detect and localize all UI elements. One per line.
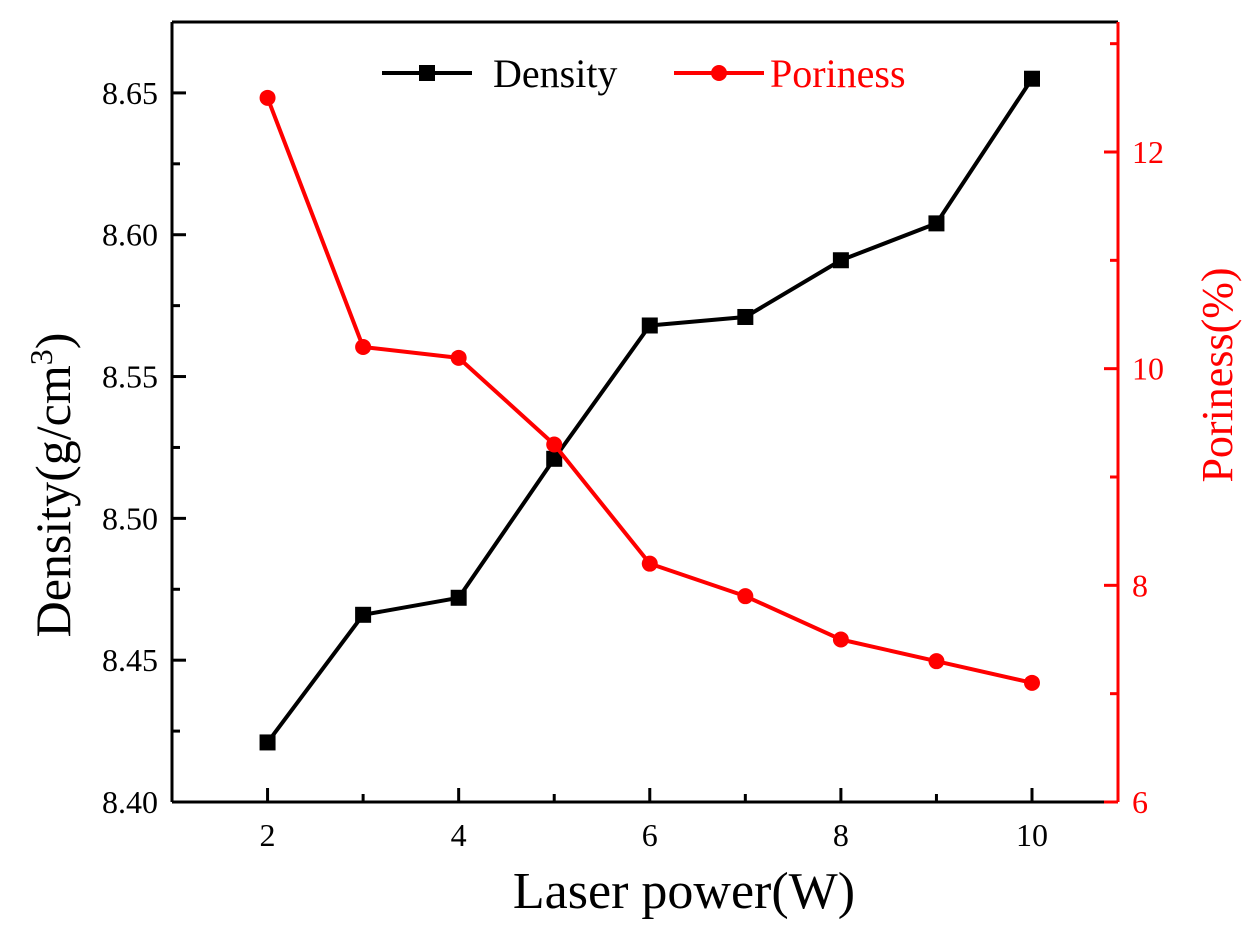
density-point (1024, 70, 1040, 87)
right-y-tick-label: 8 (1132, 567, 1148, 603)
density-point (928, 215, 945, 232)
poriness-point (1024, 674, 1040, 691)
poriness-point (546, 436, 563, 453)
left-y-tick-label: 8.60 (102, 217, 158, 253)
poriness-point (928, 653, 945, 670)
right-y-tick-label: 10 (1132, 351, 1164, 387)
density-point (832, 252, 849, 269)
left-y-axis-title-sup: 3 (23, 349, 59, 365)
density-series-line (265, 77, 1034, 744)
poriness-point (355, 339, 372, 355)
x-tick-label: 6 (642, 817, 658, 853)
poriness-point (641, 555, 658, 572)
left-y-tick-label: 8.45 (102, 642, 158, 678)
left-y-tick-label: 8.40 (102, 784, 158, 820)
density-point (546, 450, 563, 467)
legend-density-marker (419, 65, 435, 81)
ticks: 2 4 6 8 10 8.40 8.45 8.50 8.55 8.60 8.65 6 8 10 12 (102, 20, 1164, 853)
x-tick-label: 10 (1016, 817, 1048, 853)
left-y-tick-label: 8.50 (102, 500, 158, 536)
legend-poriness-label: Poriness (770, 51, 906, 96)
density-point (641, 317, 658, 334)
x-tick-label: 4 (451, 817, 467, 853)
right-y-axis-title: Poriness(%) (1193, 267, 1242, 482)
left-y-axis-title-main: Density(g/cm (25, 365, 81, 637)
legend-density-label: Density (493, 51, 617, 96)
poriness-point (832, 631, 849, 648)
axes (170, 20, 1120, 804)
legend-poriness-marker (711, 65, 727, 81)
x-axis-title: Laser power(W) (513, 863, 855, 920)
legend: Density Poriness (382, 51, 906, 96)
density-point (450, 589, 467, 606)
left-y-axis-title: Density(g/cm3) (23, 333, 81, 638)
left-y-axis-title-close: ) (25, 333, 81, 350)
poriness-point (259, 89, 276, 106)
x-tick-label: 2 (260, 817, 276, 853)
left-y-tick-label: 8.55 (102, 359, 158, 395)
x-tick-label: 8 (833, 817, 849, 853)
density-point (737, 308, 754, 325)
poriness-series-line (265, 97, 1033, 685)
left-y-tick-label: 8.65 (102, 75, 158, 111)
right-y-tick-label: 6 (1132, 784, 1148, 820)
right-y-tick-label: 12 (1132, 134, 1164, 170)
density-point (355, 606, 372, 623)
poriness-point (737, 588, 754, 605)
density-point (259, 734, 276, 751)
series-layer (259, 70, 1040, 751)
poriness-point (450, 349, 467, 366)
